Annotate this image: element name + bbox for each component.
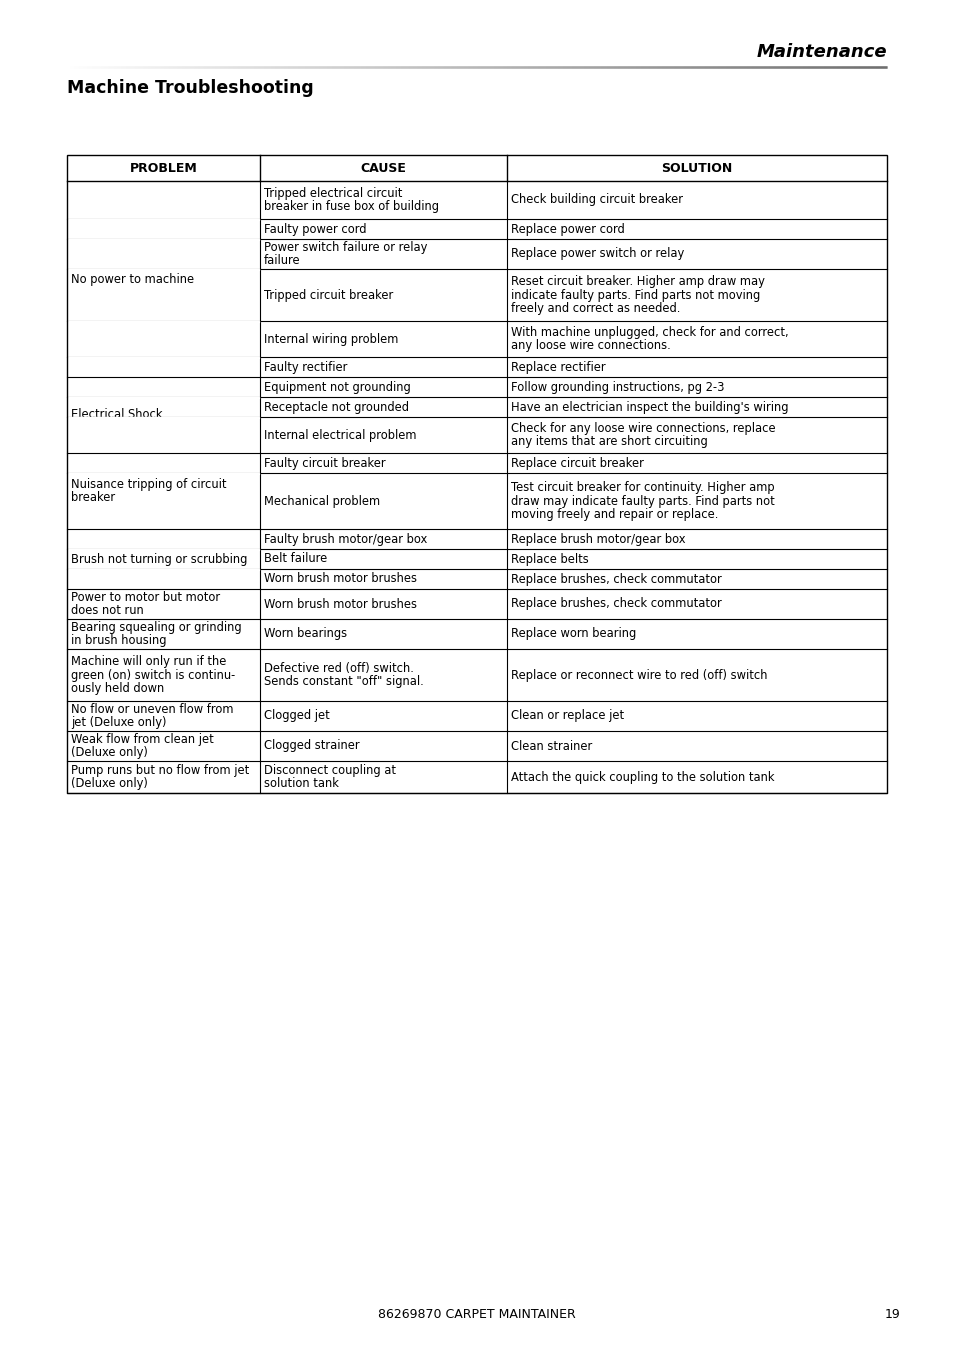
Text: Follow grounding instructions, pg 2-3: Follow grounding instructions, pg 2-3 <box>511 381 723 393</box>
Text: Attach the quick coupling to the solution tank: Attach the quick coupling to the solutio… <box>511 771 774 783</box>
Text: solution tank: solution tank <box>264 778 338 790</box>
Text: CAUSE: CAUSE <box>360 162 406 174</box>
Text: With machine unplugged, check for and correct,: With machine unplugged, check for and co… <box>511 325 788 339</box>
Text: breaker: breaker <box>71 491 115 505</box>
Text: moving freely and repair or replace.: moving freely and repair or replace. <box>511 508 718 521</box>
Text: Replace brush motor/gear box: Replace brush motor/gear box <box>511 532 685 545</box>
Text: Brush not turning or scrubbing: Brush not turning or scrubbing <box>71 552 247 566</box>
Text: Replace power switch or relay: Replace power switch or relay <box>511 247 683 261</box>
Text: Tripped circuit breaker: Tripped circuit breaker <box>264 289 393 301</box>
Text: ously held down: ously held down <box>71 682 164 695</box>
Text: freely and correct as needed.: freely and correct as needed. <box>511 302 679 315</box>
Text: Nuisance tripping of circuit: Nuisance tripping of circuit <box>71 478 226 491</box>
Text: 19: 19 <box>883 1308 899 1322</box>
Text: Clogged jet: Clogged jet <box>264 710 330 722</box>
Text: Clean strainer: Clean strainer <box>511 740 592 752</box>
Text: Mechanical problem: Mechanical problem <box>264 494 379 508</box>
Text: Electrical Shock: Electrical Shock <box>71 409 162 421</box>
Text: (Deluxe only): (Deluxe only) <box>71 778 148 790</box>
Text: any loose wire connections.: any loose wire connections. <box>511 339 670 352</box>
Text: draw may indicate faulty parts. Find parts not: draw may indicate faulty parts. Find par… <box>511 494 774 508</box>
Text: No flow or uneven flow from: No flow or uneven flow from <box>71 703 233 716</box>
Text: Belt failure: Belt failure <box>264 552 327 566</box>
Text: Worn brush motor brushes: Worn brush motor brushes <box>264 572 416 586</box>
Text: No power to machine: No power to machine <box>71 273 193 285</box>
Text: 86269870 CARPET MAINTAINER: 86269870 CARPET MAINTAINER <box>377 1308 576 1322</box>
Text: in brush housing: in brush housing <box>71 634 167 647</box>
Text: Replace belts: Replace belts <box>511 552 588 566</box>
Text: Worn bearings: Worn bearings <box>264 628 347 640</box>
Text: Machine will only run if the: Machine will only run if the <box>71 655 226 668</box>
Text: (Deluxe only): (Deluxe only) <box>71 747 148 759</box>
Text: jet (Deluxe only): jet (Deluxe only) <box>71 717 167 729</box>
Text: Disconnect coupling at: Disconnect coupling at <box>264 764 395 776</box>
Text: SOLUTION: SOLUTION <box>660 162 732 174</box>
Text: Replace rectifier: Replace rectifier <box>511 360 605 374</box>
Text: Replace brushes, check commutator: Replace brushes, check commutator <box>511 572 721 586</box>
Text: Clean or replace jet: Clean or replace jet <box>511 710 623 722</box>
Text: Tripped electrical circuit: Tripped electrical circuit <box>264 186 402 200</box>
Text: Faulty rectifier: Faulty rectifier <box>264 360 347 374</box>
Text: Machine Troubleshooting: Machine Troubleshooting <box>67 80 314 97</box>
Text: Check building circuit breaker: Check building circuit breaker <box>511 193 682 207</box>
Text: failure: failure <box>264 254 300 267</box>
Text: Faulty power cord: Faulty power cord <box>264 223 366 235</box>
Text: Replace worn bearing: Replace worn bearing <box>511 628 636 640</box>
Text: does not run: does not run <box>71 605 144 617</box>
Text: any items that are short circuiting: any items that are short circuiting <box>511 435 707 448</box>
Text: Replace power cord: Replace power cord <box>511 223 624 235</box>
Text: Internal wiring problem: Internal wiring problem <box>264 332 398 346</box>
Text: PROBLEM: PROBLEM <box>130 162 197 174</box>
Text: Replace brushes, check commutator: Replace brushes, check commutator <box>511 598 721 610</box>
Text: Check for any loose wire connections, replace: Check for any loose wire connections, re… <box>511 421 775 435</box>
Text: Maintenance: Maintenance <box>756 43 886 61</box>
Text: Worn brush motor brushes: Worn brush motor brushes <box>264 598 416 610</box>
Text: Defective red (off) switch.: Defective red (off) switch. <box>264 662 414 675</box>
Text: Replace or reconnect wire to red (off) switch: Replace or reconnect wire to red (off) s… <box>511 668 767 682</box>
Text: Bearing squealing or grinding: Bearing squealing or grinding <box>71 621 241 633</box>
Text: Faulty circuit breaker: Faulty circuit breaker <box>264 456 385 470</box>
Text: Receptacle not grounded: Receptacle not grounded <box>264 401 409 413</box>
Text: indicate faulty parts. Find parts not moving: indicate faulty parts. Find parts not mo… <box>511 289 760 301</box>
Text: breaker in fuse box of building: breaker in fuse box of building <box>264 200 438 213</box>
Text: Equipment not grounding: Equipment not grounding <box>264 381 411 393</box>
Bar <box>67 155 886 792</box>
Text: Weak flow from clean jet: Weak flow from clean jet <box>71 733 213 745</box>
Text: Have an electrician inspect the building's wiring: Have an electrician inspect the building… <box>511 401 788 413</box>
Text: Power to motor but motor: Power to motor but motor <box>71 591 220 603</box>
Text: Power switch failure or relay: Power switch failure or relay <box>264 240 427 254</box>
Text: Internal electrical problem: Internal electrical problem <box>264 428 416 441</box>
Text: Clogged strainer: Clogged strainer <box>264 740 359 752</box>
Text: green (on) switch is continu-: green (on) switch is continu- <box>71 668 235 682</box>
Text: Pump runs but no flow from jet: Pump runs but no flow from jet <box>71 764 249 776</box>
Text: Sends constant "off" signal.: Sends constant "off" signal. <box>264 675 423 688</box>
Text: Test circuit breaker for continuity. Higher amp: Test circuit breaker for continuity. Hig… <box>511 481 774 494</box>
Text: Reset circuit breaker. Higher amp draw may: Reset circuit breaker. Higher amp draw m… <box>511 275 764 288</box>
Text: Faulty brush motor/gear box: Faulty brush motor/gear box <box>264 532 427 545</box>
Text: Replace circuit breaker: Replace circuit breaker <box>511 456 643 470</box>
